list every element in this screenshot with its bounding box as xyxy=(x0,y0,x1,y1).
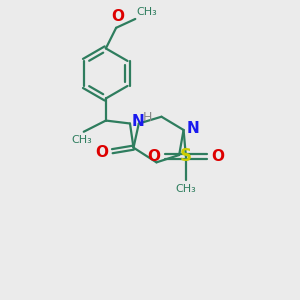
Text: H: H xyxy=(142,110,152,124)
Text: N: N xyxy=(131,114,144,129)
Text: CH₃: CH₃ xyxy=(176,184,196,194)
Text: CH₃: CH₃ xyxy=(137,7,158,16)
Text: S: S xyxy=(180,148,192,166)
Text: O: O xyxy=(148,149,160,164)
Text: O: O xyxy=(95,145,108,160)
Text: O: O xyxy=(111,9,124,24)
Text: N: N xyxy=(187,121,199,136)
Text: O: O xyxy=(211,149,224,164)
Text: CH₃: CH₃ xyxy=(71,135,92,145)
